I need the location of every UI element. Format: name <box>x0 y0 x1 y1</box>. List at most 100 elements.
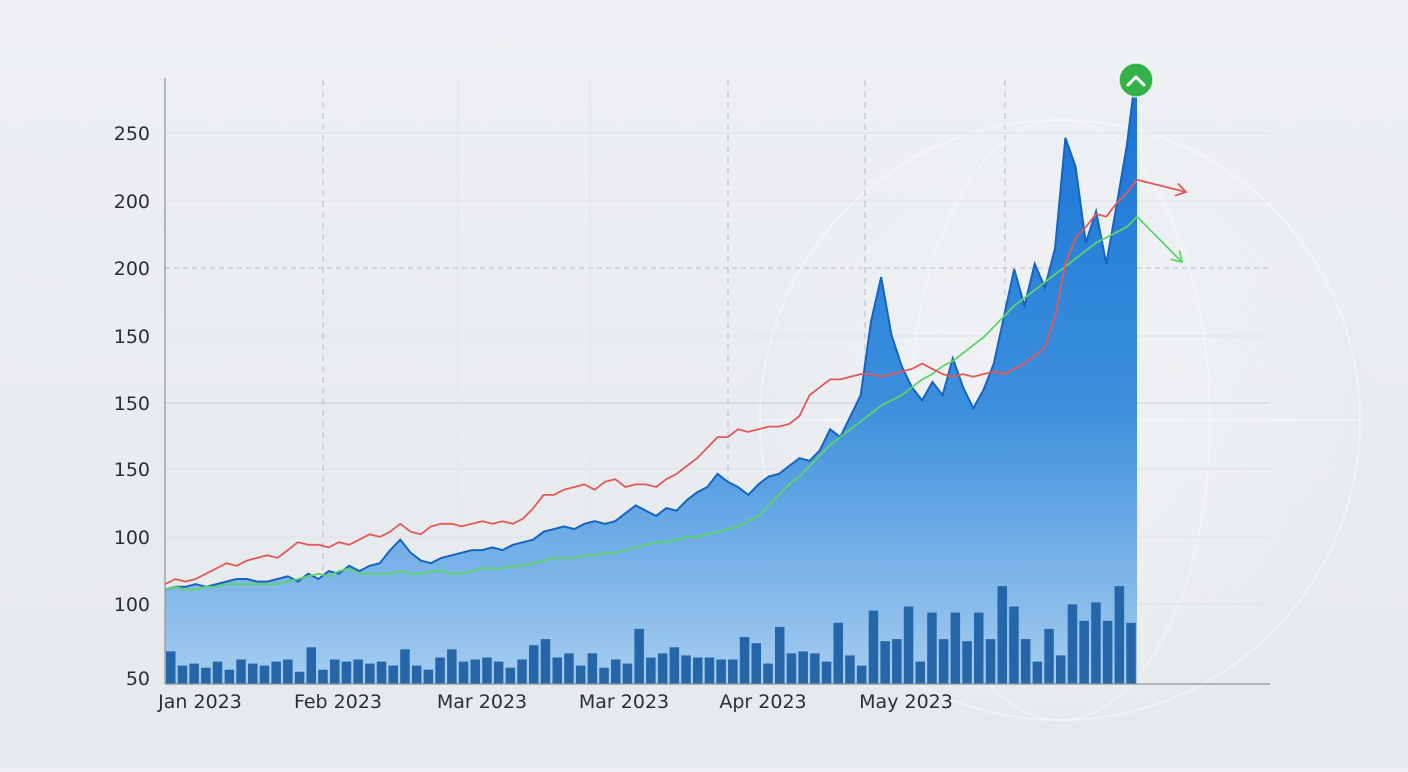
volume-bar <box>493 661 504 684</box>
volume-bar <box>400 649 410 684</box>
volume-bar <box>1044 628 1054 684</box>
x-tick-label: Mar 2023 <box>437 691 527 713</box>
volume-bar <box>411 665 422 684</box>
volume-bar <box>353 659 363 684</box>
volume-bar <box>704 657 715 684</box>
volume-bar <box>985 639 996 684</box>
volume-bar <box>1126 622 1136 684</box>
green-line-arrowhead <box>1170 250 1184 264</box>
volume-bar <box>1020 639 1031 684</box>
volume-bar <box>634 628 644 684</box>
volume-bar <box>927 612 937 684</box>
red-line-arrowhead <box>1174 183 1188 197</box>
y-axis-ticks: 50 100 100 150 150 150 200 200 250 <box>114 123 150 690</box>
volume-bar <box>435 657 445 684</box>
volume-bar <box>681 655 691 684</box>
y-tick-label: 100 <box>114 594 150 616</box>
y-tick-label: 150 <box>114 393 150 415</box>
x-tick-label: Mar 2023 <box>579 691 669 713</box>
x-tick-label: May 2023 <box>859 691 953 713</box>
y-tick-label: 200 <box>114 258 150 280</box>
volume-bar <box>845 655 855 684</box>
volume-bar <box>974 612 984 684</box>
volume-bar <box>1009 606 1019 684</box>
volume-bar <box>938 639 949 684</box>
red-line <box>164 178 1187 586</box>
x-axis-ticks: Jan 2023 Feb 2023 Mar 2023 Mar 2023 Apr 2023… <box>157 691 953 713</box>
y-tick-label: 150 <box>114 459 150 481</box>
volume-bar <box>950 612 961 684</box>
volume-bar <box>248 663 258 684</box>
volume-bar <box>529 645 539 684</box>
up-arrow-badge <box>1118 62 1154 98</box>
volume-bar <box>388 665 398 684</box>
volume-bar <box>1079 620 1089 684</box>
volume-bar <box>540 639 551 684</box>
volume-bar <box>482 657 492 684</box>
volume-bar <box>798 651 808 684</box>
volume-bar <box>763 663 773 684</box>
volume-bar <box>1091 602 1101 684</box>
volume-bar <box>810 653 820 684</box>
volume-bar <box>669 647 680 684</box>
volume-bar <box>552 657 562 684</box>
volume-bar <box>423 669 434 684</box>
volume-bar <box>330 659 340 684</box>
area-series <box>164 64 1138 684</box>
area-outline <box>164 64 1138 591</box>
green-line <box>164 215 1183 591</box>
volume-bar <box>517 659 527 684</box>
volume-bar <box>341 661 352 684</box>
volume-bar <box>611 659 621 684</box>
volume-bar <box>903 606 914 684</box>
volume-bar <box>458 661 469 684</box>
volume-bar <box>786 653 797 684</box>
volume-bar <box>587 653 598 684</box>
volume-bar <box>716 659 726 684</box>
volume-bar <box>505 667 516 684</box>
volume-bar <box>622 663 633 684</box>
volume-bar <box>1102 620 1113 684</box>
volume-bar <box>365 663 375 684</box>
volume-bar <box>775 626 785 684</box>
volume-bar <box>1067 604 1078 684</box>
volume-bar <box>224 669 235 684</box>
y-tick-label: 150 <box>114 326 150 348</box>
volume-bar <box>201 667 211 684</box>
volume-bar <box>821 661 832 684</box>
volume-bar <box>470 659 480 684</box>
area-fill <box>165 64 1137 684</box>
volume-bar <box>271 661 281 684</box>
volume-bar <box>376 661 387 684</box>
volume-bar <box>728 659 738 684</box>
volume-bar <box>1056 655 1066 684</box>
volume-bar <box>1032 661 1043 684</box>
y-tick-label: 200 <box>114 191 150 213</box>
volume-bar <box>693 657 703 684</box>
volume-bar <box>1114 586 1125 684</box>
volume-bar <box>575 665 586 684</box>
volume-bar <box>318 669 328 684</box>
x-tick-label: Apr 2023 <box>719 691 806 713</box>
volume-bar <box>892 639 902 684</box>
y-tick-label: 250 <box>114 123 150 145</box>
volume-bar <box>564 653 574 684</box>
volume-bar <box>880 641 890 684</box>
volume-bar <box>833 622 843 684</box>
volume-bar <box>739 637 750 684</box>
volume-bar <box>915 661 925 684</box>
axes <box>164 78 1270 685</box>
volume-bars <box>166 586 1136 684</box>
volume-bar <box>599 667 609 684</box>
volume-bar <box>294 671 305 684</box>
volume-bar <box>236 659 246 684</box>
x-tick-label: Jan 2023 <box>157 691 242 713</box>
volume-bar <box>751 643 761 684</box>
volume-bar <box>166 651 176 684</box>
chevron-up-icon <box>1126 75 1146 87</box>
volume-bar <box>657 653 668 684</box>
volume-bar <box>212 661 223 684</box>
line-series <box>164 178 1188 591</box>
